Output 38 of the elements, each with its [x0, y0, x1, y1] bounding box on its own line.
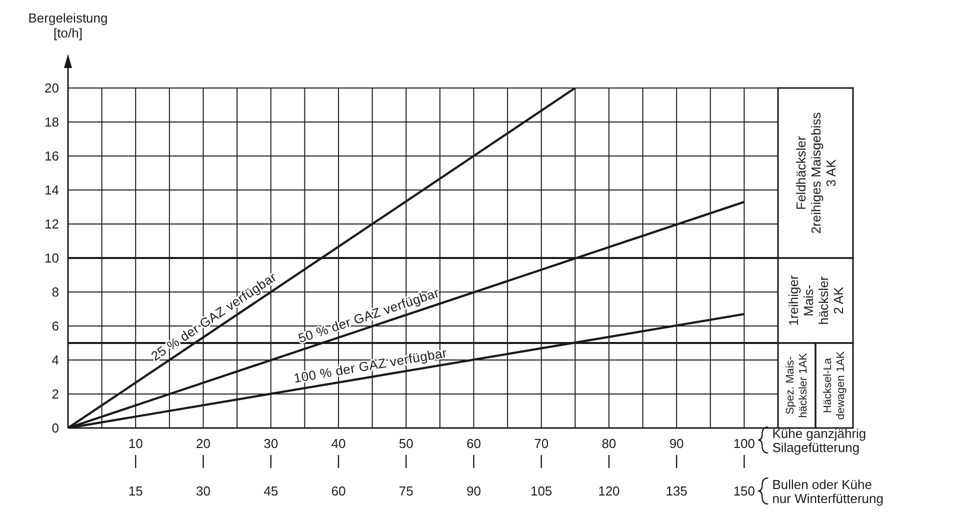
x2-tick-label: 150: [733, 484, 756, 498]
text: 1reihiger Mais- häcksler 2 AK: [786, 274, 846, 326]
x2-axis-title: Bullen oder Kühe nur Winterfütterung: [772, 476, 884, 506]
x-tick-label: 60: [466, 436, 481, 451]
y-tick-label: 8: [52, 284, 59, 300]
x-tick-label: 50: [398, 436, 414, 451]
text: Feldhäcksler 2reihiges Maisgebiss 3 AK: [793, 112, 838, 234]
x2-tick-label: 120: [598, 484, 620, 498]
y-tick-label: 18: [44, 114, 59, 130]
y-tick-label: 0: [52, 420, 59, 436]
x2-tick-label: 15: [128, 484, 143, 498]
x-tick-label: 20: [196, 436, 210, 451]
y-tick-label: 10: [44, 250, 59, 266]
y-tick-label: 20: [44, 80, 59, 96]
y-axis-title: Bergeleistung [to/h]: [28, 10, 108, 40]
x2-tick-label: 75: [398, 484, 414, 498]
y-tick-label: 4: [52, 352, 59, 368]
x2-tick-label: 90: [466, 484, 481, 498]
text: Spez. Mais- häcksler 1AK: [784, 352, 810, 418]
text: Häcksel-La dewagen 1AK: [822, 350, 847, 420]
y-tick-label: 14: [44, 182, 59, 198]
y-tick-label: 16: [44, 148, 59, 164]
x2-tick-label: 105: [530, 484, 552, 498]
x-tick-label: 30: [264, 436, 278, 451]
x-tick-label: 90: [669, 436, 684, 451]
x-tick-label: 70: [534, 436, 549, 451]
y-tick-label: 12: [44, 216, 59, 232]
x2-tick-label: 60: [331, 484, 346, 498]
x-tick-label: 10: [128, 436, 143, 451]
x-axis-title: Kühe ganzjährig Silagefütterung: [772, 426, 866, 454]
y-tick-label: 2: [52, 386, 59, 402]
x2-tick-label: 45: [264, 484, 278, 498]
x2-tick-label: 135: [666, 484, 688, 498]
y-tick-label: 6: [52, 318, 59, 334]
x-tick-label: 100: [733, 436, 756, 451]
x2-tick-label: 30: [196, 484, 210, 498]
x-tick-label: 40: [331, 436, 346, 451]
x-tick-label: 80: [602, 436, 616, 451]
